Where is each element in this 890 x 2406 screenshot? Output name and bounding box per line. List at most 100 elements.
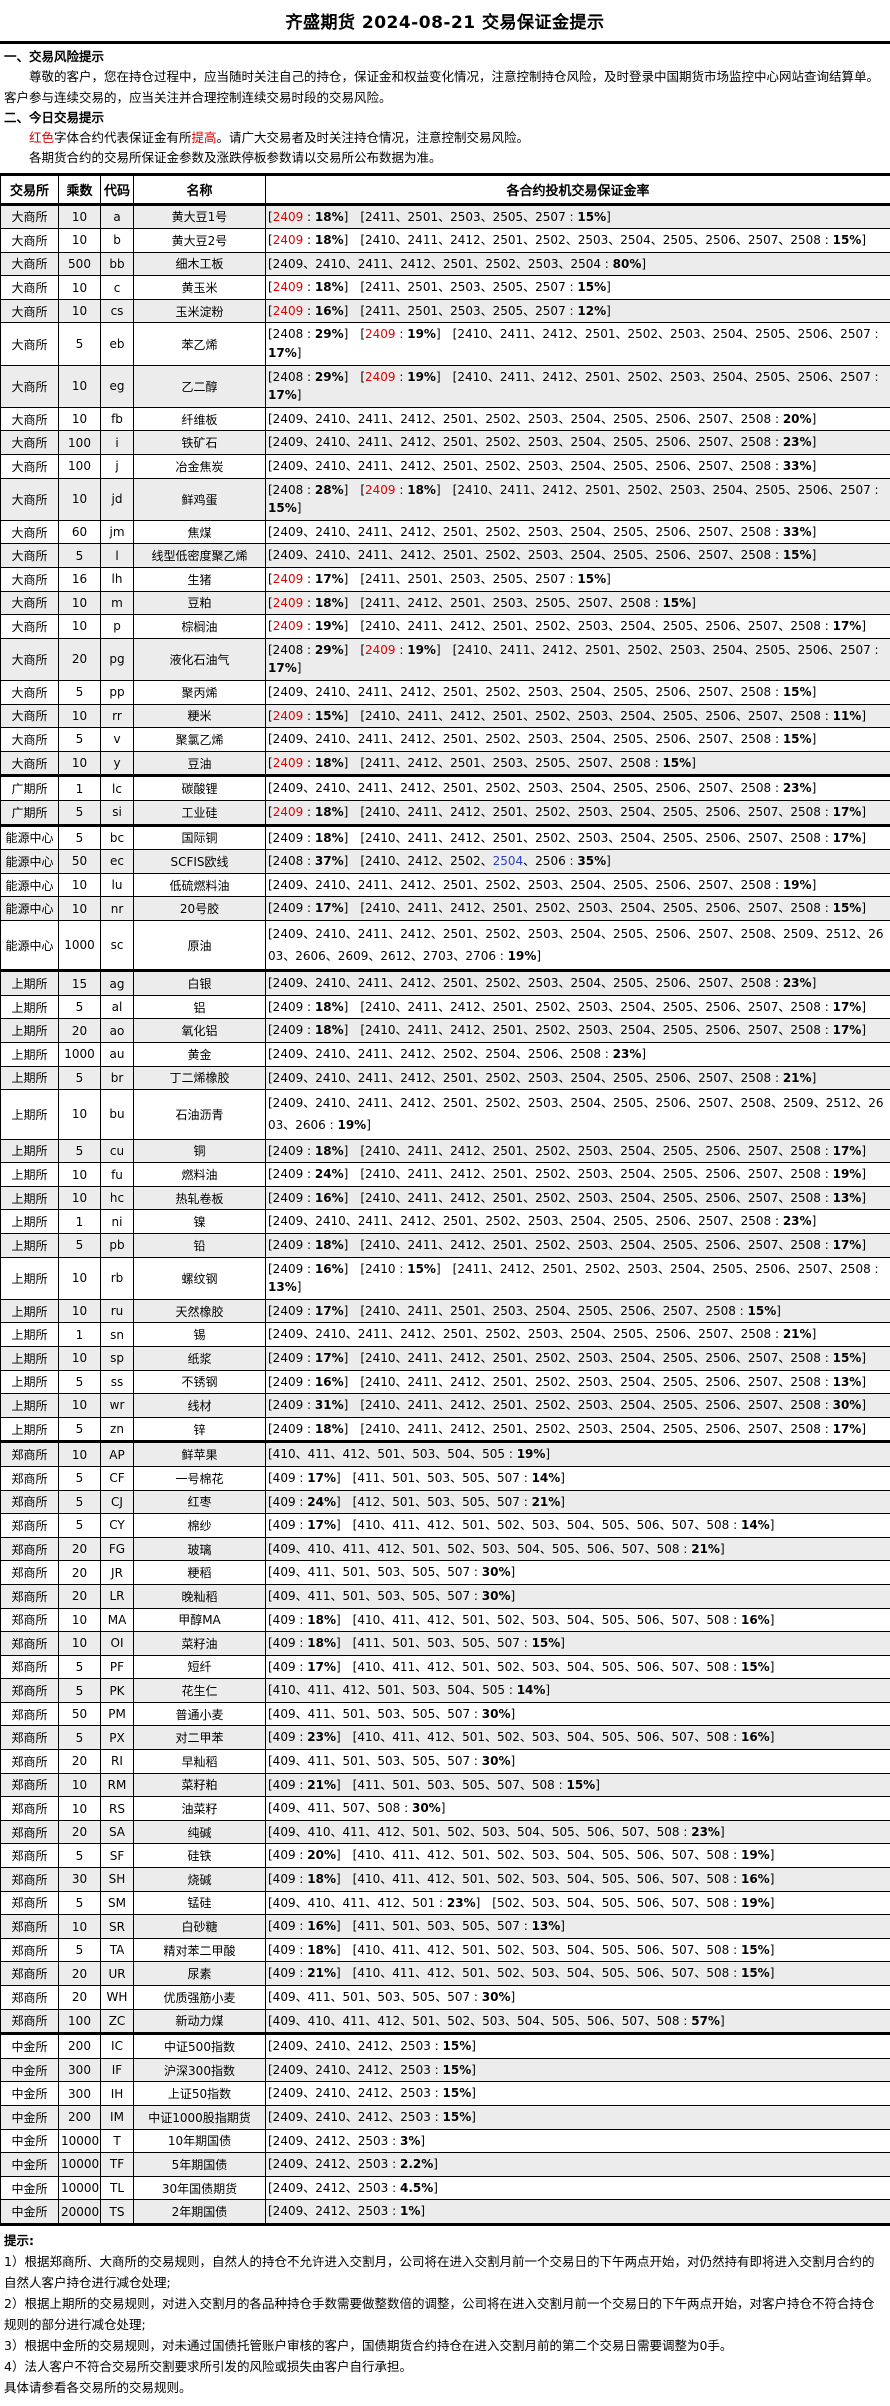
- cell-name: 鲜鸡蛋: [134, 478, 266, 520]
- cell-margin-rate: [2409 : 19%] [2410、2411、2412、2501、2502、2…: [266, 615, 890, 639]
- cell-multiplier: 5: [59, 1679, 101, 1703]
- cell-multiplier: 300: [59, 2082, 101, 2106]
- cell-margin-rate: [2409、2410、2411、2412、2501、2502、2503、2504…: [266, 873, 890, 897]
- cell-margin-rate: [410、411、412、501、503、504、505 : 19%]: [266, 1442, 890, 1467]
- cell-multiplier: 200: [59, 2105, 101, 2129]
- cell-margin-rate: [409 : 18%] [410、411、412、501、502、503、504…: [266, 1868, 890, 1892]
- cell-exchange: 中金所: [1, 2034, 59, 2059]
- cell-exchange: 上期所: [1, 1417, 59, 1442]
- cell-code: CF: [101, 1466, 134, 1490]
- cell-code: br: [101, 1066, 134, 1090]
- cell-code: si: [101, 800, 134, 825]
- cell-code: m: [101, 591, 134, 615]
- cell-margin-rate: [409、410、411、412、501、502、503、504、505、506…: [266, 1537, 890, 1561]
- cell-exchange: 郑商所: [1, 1632, 59, 1656]
- cell-margin-rate: [2409 : 18%] [2410、2411、2412、2501、2502、2…: [266, 1139, 890, 1163]
- cell-name: 粳米: [134, 704, 266, 728]
- cell-exchange: 上期所: [1, 1234, 59, 1258]
- cell-multiplier: 5: [59, 728, 101, 752]
- cell-margin-rate: [2409、2410、2412、2503 : 15%]: [266, 2105, 890, 2129]
- cell-multiplier: 10: [59, 1257, 101, 1299]
- cell-exchange: 上期所: [1, 1139, 59, 1163]
- cell-exchange: 大商所: [1, 407, 59, 431]
- cell-name: 铝: [134, 995, 266, 1019]
- cell-code: j: [101, 455, 134, 479]
- cell-margin-rate: [2409 : 18%] [2411、2501、2503、2505、2507 :…: [266, 204, 890, 229]
- cell-name: 中证500指数: [134, 2034, 266, 2059]
- cell-name: 鲜苹果: [134, 1442, 266, 1467]
- note-item: 2）根据上期所的交易规则，对进入交割月的各品种持仓手数需要做整数倍的调整，公司将…: [4, 2293, 886, 2335]
- cell-multiplier: 500: [59, 252, 101, 276]
- cell-exchange: 大商所: [1, 544, 59, 568]
- cell-multiplier: 10: [59, 873, 101, 897]
- cell-margin-rate: [2409 : 16%] [2410、2411、2412、2501、2502、2…: [266, 1370, 890, 1394]
- cell-name: 燃料油: [134, 1163, 266, 1187]
- cell-name: 焦煤: [134, 520, 266, 544]
- cell-name: 精对苯二甲酸: [134, 1938, 266, 1962]
- cell-exchange: 大商所: [1, 751, 59, 776]
- cell-exchange: 大商所: [1, 204, 59, 229]
- cell-code: jm: [101, 520, 134, 544]
- cell-exchange: 郑商所: [1, 1938, 59, 1962]
- note-item: 4）法人客户不符合交易所交割要求所引发的风险或损失由客户自行承担。: [4, 2356, 886, 2377]
- cell-name: 聚丙烯: [134, 680, 266, 704]
- cell-multiplier: 5: [59, 1139, 101, 1163]
- cell-exchange: 大商所: [1, 276, 59, 300]
- cell-code: fu: [101, 1163, 134, 1187]
- cell-margin-rate: [409 : 17%] [410、411、412、501、502、503、504…: [266, 1514, 890, 1538]
- cell-exchange: 中金所: [1, 2129, 59, 2153]
- cell-multiplier: 1000: [59, 1043, 101, 1067]
- cell-exchange: 广期所: [1, 776, 59, 801]
- cell-exchange: 中金所: [1, 2176, 59, 2200]
- cell-name: 中证1000股指期货: [134, 2105, 266, 2129]
- cell-margin-rate: [409 : 21%] [410、411、412、501、502、503、504…: [266, 1962, 890, 1986]
- cell-multiplier: 10: [59, 1394, 101, 1418]
- cell-code: ss: [101, 1370, 134, 1394]
- cell-margin-rate: [2409 : 16%] [2410、2411、2412、2501、2502、2…: [266, 1186, 890, 1210]
- cell-multiplier: 5: [59, 995, 101, 1019]
- cell-margin-rate: [2409 : 18%] [2411、2412、2501、2503、2505、2…: [266, 591, 890, 615]
- cell-margin-rate: [409、411、501、503、505、507 : 30%]: [266, 1986, 890, 2010]
- cell-name: 镍: [134, 1210, 266, 1234]
- cell-multiplier: 10: [59, 1773, 101, 1797]
- cell-multiplier: 10: [59, 204, 101, 229]
- cell-multiplier: 20000: [59, 2200, 101, 2225]
- cell-name: 氧化铝: [134, 1019, 266, 1043]
- cell-exchange: 大商所: [1, 520, 59, 544]
- cell-margin-rate: [2409、2410、2411、2412、2501、2502、2503、2504…: [266, 776, 890, 801]
- cell-exchange: 大商所: [1, 568, 59, 592]
- cell-margin-rate: [2409、2410、2411、2412、2502、2504、2506、2508…: [266, 1043, 890, 1067]
- cell-exchange: 能源中心: [1, 920, 59, 970]
- cell-name: 石油沥青: [134, 1090, 266, 1139]
- cell-name: 苯乙烯: [134, 323, 266, 365]
- cell-code: sp: [101, 1346, 134, 1370]
- cell-multiplier: 10: [59, 365, 101, 407]
- cell-multiplier: 10: [59, 1797, 101, 1821]
- cell-name: 花生仁: [134, 1679, 266, 1703]
- cell-margin-rate: [2408 : 37%] [2410、2412、2502、2504、2506 :…: [266, 850, 890, 874]
- cell-code: PM: [101, 1702, 134, 1726]
- cell-multiplier: 60: [59, 520, 101, 544]
- cell-name: 冶金焦炭: [134, 455, 266, 479]
- cell-multiplier: 5: [59, 1066, 101, 1090]
- cell-margin-rate: [2409 : 24%] [2410、2411、2412、2501、2502、2…: [266, 1163, 890, 1187]
